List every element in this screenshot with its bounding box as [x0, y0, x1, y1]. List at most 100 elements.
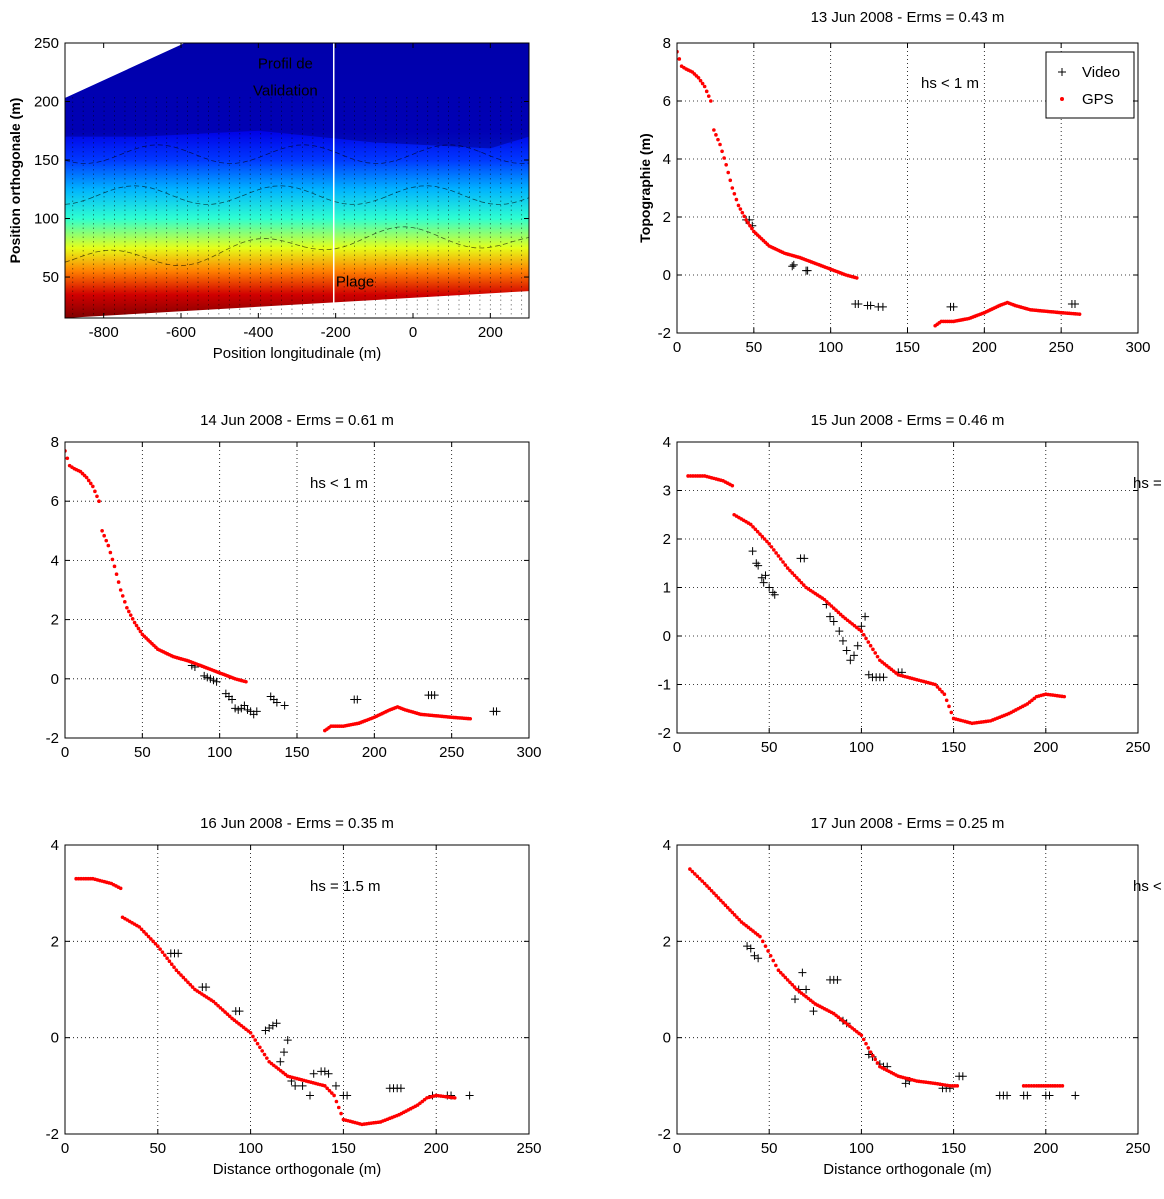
gps-point: [1029, 1084, 1034, 1088]
gps-point: [790, 571, 795, 575]
gps-point: [868, 643, 873, 648]
y-tick-label: 150: [34, 152, 59, 169]
x-tick-label: 0: [409, 324, 417, 341]
axes-box: [676, 844, 1139, 1135]
video-point: [754, 561, 763, 570]
video-point: [809, 1007, 818, 1016]
y-tick-label: 2: [51, 612, 59, 629]
gps-point: [935, 685, 940, 689]
gps-point: [93, 489, 97, 494]
video-point: [240, 701, 249, 710]
gps-point: [123, 600, 127, 604]
y-tick-label: -2: [658, 1126, 671, 1143]
gps-point: [265, 1056, 269, 1060]
gps-point: [746, 221, 750, 225]
x-tick-label: 0: [61, 1140, 69, 1157]
y-tick-label: -2: [658, 725, 671, 742]
gps-point: [778, 557, 783, 561]
subplot-2: 13 Jun 2008 - Erms = 0.43 m hs < 1 m Video…: [637, 9, 1151, 356]
gps-point: [778, 970, 783, 975]
x-tick-label: 150: [941, 739, 966, 756]
plot-area: [74, 876, 474, 1127]
gps-point: [262, 1052, 267, 1057]
video-point: [1071, 300, 1079, 308]
gps-point: [183, 978, 188, 982]
video-point: [826, 612, 835, 621]
gps-point: [108, 550, 113, 555]
y-tick-label: 4: [663, 837, 671, 854]
gps-point: [190, 985, 195, 989]
gps-point: [836, 610, 841, 615]
gps-point: [162, 953, 167, 957]
gps-point: [110, 557, 115, 562]
gps-point: [116, 580, 121, 584]
gps-point: [799, 580, 804, 585]
x-tick-label: -600: [166, 324, 196, 341]
gps-point: [142, 929, 146, 934]
gps-point: [854, 276, 859, 280]
gps-point: [132, 620, 137, 625]
gps-point: [179, 973, 183, 977]
x-axis-label: Position longitudinale (m): [213, 345, 381, 362]
video-point: [949, 302, 958, 311]
gps-point: [114, 572, 119, 577]
x-tick-label: 100: [238, 1140, 263, 1157]
video-point: [798, 968, 807, 977]
gps-point: [781, 560, 785, 564]
y-tick-label: -1: [658, 677, 671, 694]
gps-point: [736, 203, 741, 208]
video-point: [854, 300, 863, 308]
x-tick-label: 200: [1033, 739, 1058, 756]
gps-point: [875, 1061, 880, 1065]
gps-point: [949, 710, 954, 715]
axes-box: [676, 441, 1139, 734]
gps-point: [859, 629, 864, 633]
x-tick-label: 200: [972, 339, 997, 356]
gps-point: [151, 939, 155, 944]
y-tick-label: 6: [663, 93, 671, 110]
x-axis-label: Distance orthogonale (m): [823, 1161, 991, 1178]
x-tick-label: 200: [478, 324, 503, 341]
y-tick-label: 1: [663, 580, 671, 597]
heatmap-annotation: Plage: [336, 273, 374, 290]
video-point: [276, 1057, 285, 1066]
contour-line: [65, 226, 529, 267]
y-tick-label: -2: [46, 730, 59, 747]
y-tick-label: 2: [663, 531, 671, 548]
gps-point: [728, 908, 732, 912]
plot-area: [688, 867, 1080, 1100]
y-tick-label: 4: [663, 151, 671, 168]
gps-point: [95, 494, 99, 499]
axes-box: [64, 844, 530, 1135]
gps-point: [735, 915, 739, 920]
gps-point: [785, 978, 790, 982]
gps-point: [160, 950, 165, 954]
gps-point: [758, 532, 762, 536]
gps-point: [758, 934, 762, 939]
gps-point: [130, 617, 135, 621]
video-point: [291, 1081, 300, 1090]
gps-point: [864, 1041, 868, 1046]
gps-point: [695, 874, 700, 879]
gps-point: [146, 934, 151, 939]
video-point: [309, 1069, 318, 1078]
gps-point: [169, 962, 174, 967]
subplot-6: 17 Jun 2008 - Erms = 0.25 m hs < 1 m 0 50 10…: [658, 815, 1164, 1178]
hs-annotation: hs = 2.5 m: [1133, 475, 1164, 492]
gps-point: [783, 563, 788, 567]
gps-point: [696, 76, 701, 80]
video-point: [833, 975, 842, 984]
gps-point: [144, 932, 148, 936]
gps-point: [158, 947, 162, 951]
gps-point: [253, 1038, 258, 1042]
hs-annotation: hs < 1 m: [1133, 878, 1164, 895]
gps-point: [214, 1001, 218, 1006]
subplot-title: 14 Jun 2008 - Erms = 0.61 m: [200, 412, 394, 429]
gps-point: [700, 81, 705, 86]
gps-point: [785, 566, 790, 570]
x-tick-label: 100: [818, 339, 843, 356]
gps-point: [336, 1105, 341, 1110]
gps-point: [947, 704, 951, 709]
gps-point: [760, 534, 765, 539]
